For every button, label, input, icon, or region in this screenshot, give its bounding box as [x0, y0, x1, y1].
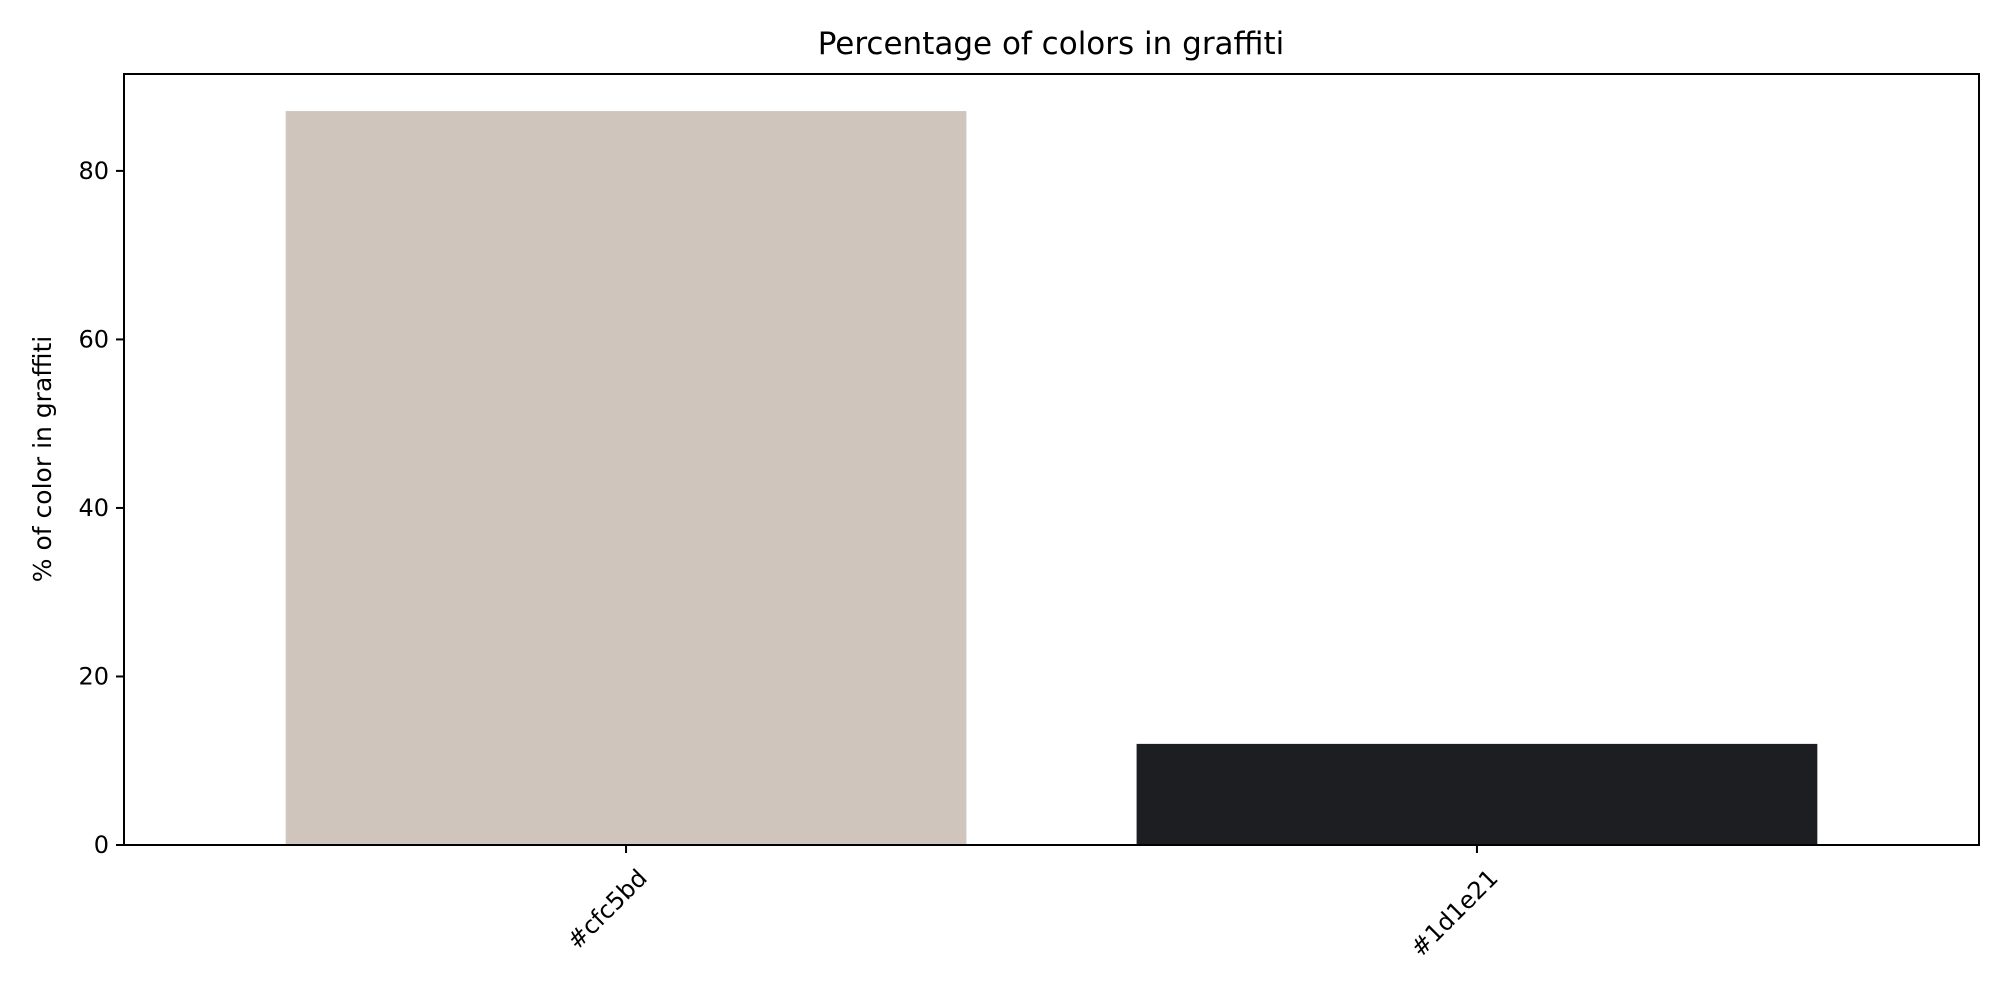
- y-tick-label: 40: [78, 494, 109, 522]
- plot-frame: [123, 73, 1980, 846]
- y-tick-label: 20: [78, 662, 109, 690]
- x-axis: #cfc5bd #1d1e21: [562, 845, 1504, 962]
- y-axis-label: % of color in graffiti: [28, 336, 57, 582]
- bars-group: [285, 111, 1818, 845]
- chart-title: Percentage of colors in graffiti: [818, 26, 1285, 62]
- x-tick-label: #1d1e21: [1405, 864, 1503, 962]
- y-axis: 0 20 40 60 80: [78, 157, 124, 859]
- bar-0: [285, 111, 967, 845]
- y-tick-label: 0: [94, 831, 109, 859]
- y-tick-label: 60: [78, 325, 109, 353]
- x-tick-label: #cfc5bd: [562, 864, 653, 955]
- y-tick-label: 80: [78, 157, 109, 185]
- bar-1: [1136, 743, 1818, 845]
